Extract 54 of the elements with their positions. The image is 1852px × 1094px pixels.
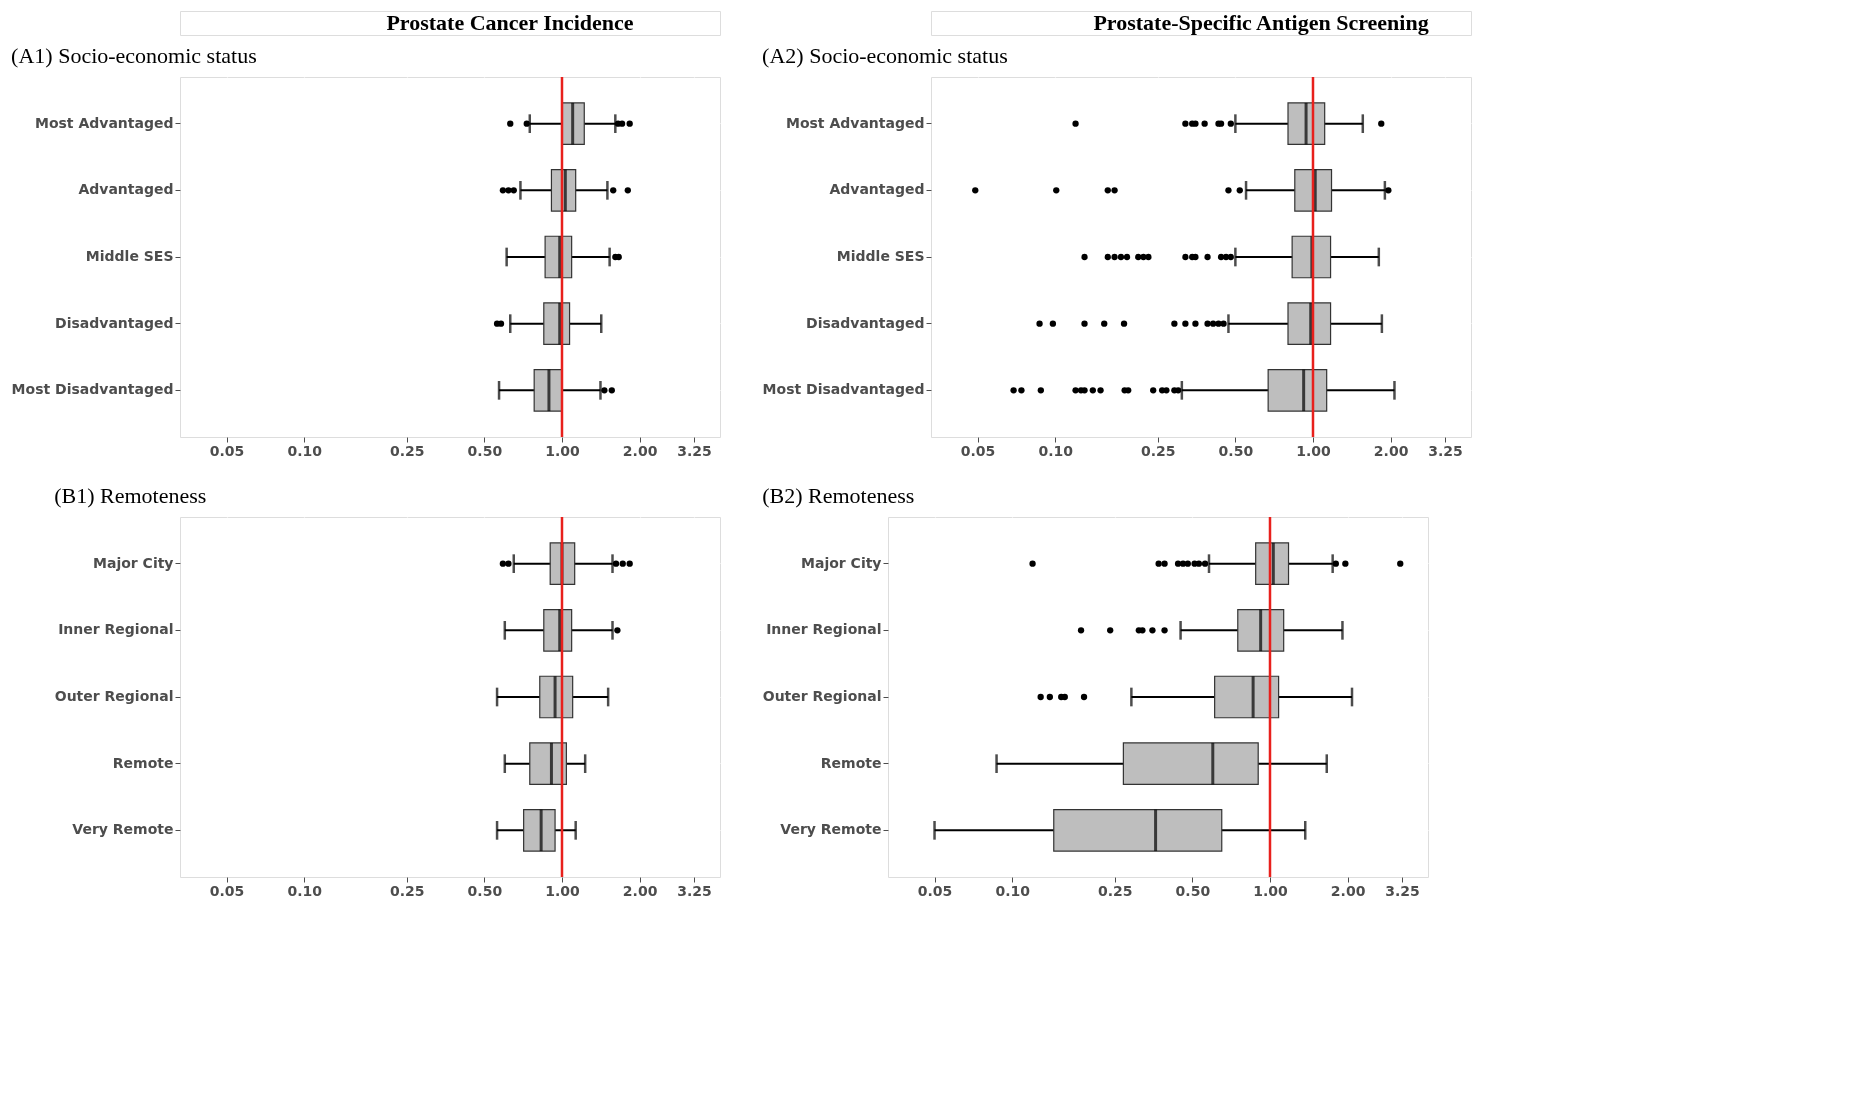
y-tick-label: Disadvantaged: [55, 314, 174, 331]
x-tick-label: 0.25: [1140, 442, 1176, 459]
y-tick-label: Middle SES: [85, 248, 174, 264]
y-tick-label: Most Disadvantaged: [11, 381, 174, 398]
x-tick-label: 0.50: [467, 882, 503, 899]
x-tick-label: 0.05: [917, 882, 953, 899]
x-tick-label: 0.05: [960, 442, 996, 459]
chart-title: (B1) Remoteness: [54, 482, 207, 508]
y-tick-label: Advantaged: [78, 181, 174, 198]
x-tick-label: 2.00: [622, 882, 658, 899]
y-tick-label: Outer Regional: [762, 688, 882, 704]
x-tick-label: 0.05: [209, 882, 245, 899]
x-tick-label: 0.50: [467, 442, 503, 459]
y-tick-label: Major City: [801, 554, 882, 571]
chart-title: (A1) Socio-economic status: [11, 42, 257, 68]
y-tick-label: Middle SES: [836, 248, 925, 264]
x-tick-label: 1.00: [545, 882, 581, 899]
x-tick-label: 0.25: [389, 442, 425, 459]
y-tick-label: Inner Regional: [766, 621, 882, 638]
y-tick-label: Most Disadvantaged: [762, 381, 925, 398]
x-tick-label: 3.25: [1385, 882, 1420, 899]
x-tick-label: 3.25: [677, 442, 712, 459]
x-tick-label: 0.10: [995, 882, 1031, 899]
x-tick-label: 1.00: [1296, 442, 1332, 459]
y-tick-label: Disadvantaged: [806, 314, 925, 331]
y-tick-label: Most Advantaged: [34, 114, 174, 131]
x-tick-label: 0.50: [1218, 442, 1254, 459]
x-tick-label: 0.10: [287, 882, 323, 899]
x-tick-label: 0.10: [287, 442, 323, 459]
y-tick-label: Advantaged: [829, 181, 925, 198]
text: Prostate Cancer Incidence: [386, 10, 634, 35]
chart-title: (B2) Remoteness: [762, 482, 915, 508]
y-tick-label: Very Remote: [780, 821, 882, 838]
x-tick-label: 1.00: [545, 442, 581, 459]
chart-title: (A2) Socio-economic status: [762, 42, 1008, 68]
x-tick-label: 1.00: [1253, 882, 1289, 899]
y-tick-label: Most Advantaged: [785, 114, 925, 131]
x-tick-label: 2.00: [1330, 882, 1366, 899]
y-tick-label: Major City: [93, 554, 174, 571]
x-tick-label: 0.05: [209, 442, 245, 459]
x-tick-label: 3.25: [1428, 442, 1463, 459]
x-tick-label: 3.25: [677, 882, 712, 899]
x-tick-label: 0.25: [389, 882, 425, 899]
x-tick-label: 0.10: [1038, 442, 1074, 459]
y-tick-label: Inner Regional: [58, 621, 174, 638]
x-tick-label: 0.25: [1097, 882, 1133, 899]
y-tick-label: Remote: [820, 754, 882, 771]
y-tick-label: Remote: [112, 754, 174, 771]
x-tick-label: 2.00: [1373, 442, 1409, 459]
x-tick-label: 2.00: [622, 442, 658, 459]
y-tick-label: Outer Regional: [54, 688, 174, 704]
y-tick-label: Very Remote: [72, 821, 174, 838]
x-tick-label: 0.50: [1175, 882, 1211, 899]
text: Prostate-Specific Antigen Screening: [1093, 10, 1429, 35]
